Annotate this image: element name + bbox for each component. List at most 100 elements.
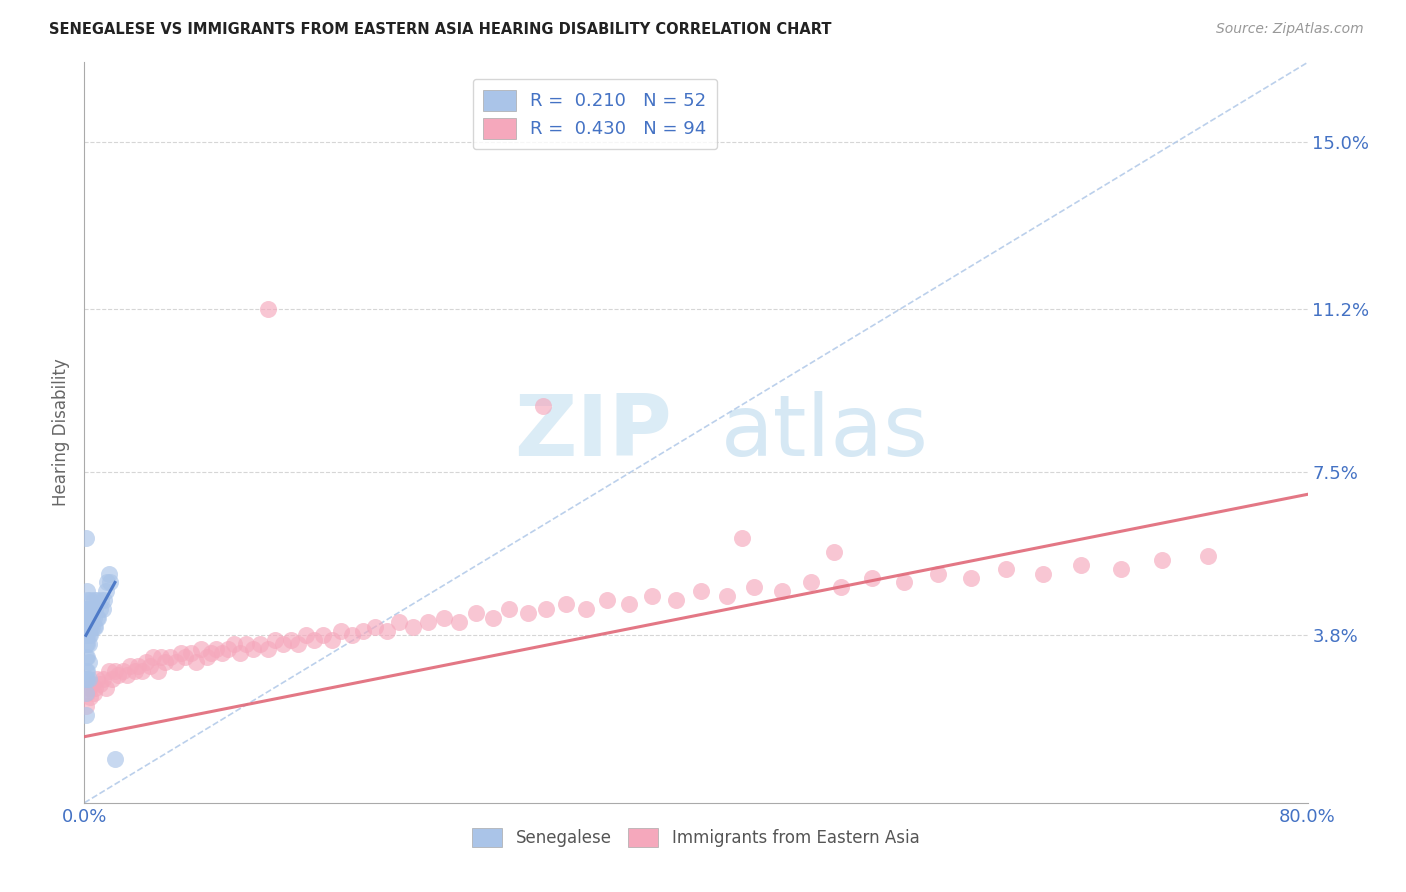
Point	[77, 628, 100, 642]
Point	[352, 624, 374, 638]
Point	[84, 619, 107, 633]
Point	[111, 664, 134, 678]
Point	[76, 637, 98, 651]
Point	[159, 650, 181, 665]
Point	[402, 619, 425, 633]
Point	[330, 624, 353, 638]
Point	[1070, 558, 1092, 572]
Point	[139, 659, 162, 673]
Text: ZIP: ZIP	[513, 391, 672, 475]
Point	[75, 650, 97, 665]
Point	[76, 685, 98, 699]
Point	[75, 532, 97, 546]
Point	[89, 602, 111, 616]
Point	[120, 659, 142, 673]
Point	[94, 681, 117, 696]
Point	[146, 664, 169, 678]
Point	[79, 593, 101, 607]
Point	[77, 637, 100, 651]
Point	[86, 593, 108, 607]
Point	[893, 575, 915, 590]
Point	[229, 646, 252, 660]
Point	[104, 752, 127, 766]
Point	[418, 615, 440, 629]
Point	[75, 619, 97, 633]
Point	[87, 610, 110, 624]
Point	[86, 610, 108, 624]
Point	[575, 602, 598, 616]
Point	[115, 668, 138, 682]
Point	[77, 681, 100, 696]
Point	[75, 602, 97, 616]
Point	[83, 610, 105, 624]
Point	[200, 646, 222, 660]
Point	[75, 685, 97, 699]
Point	[76, 610, 98, 624]
Point	[75, 610, 97, 624]
Point	[257, 641, 280, 656]
Point	[312, 628, 335, 642]
Point	[640, 589, 662, 603]
Point	[77, 602, 100, 616]
Point	[249, 637, 271, 651]
Point	[264, 632, 287, 647]
Point	[242, 641, 264, 656]
Point	[80, 619, 103, 633]
Point	[534, 602, 557, 616]
Text: SENEGALESE VS IMMIGRANTS FROM EASTERN ASIA HEARING DISABILITY CORRELATION CHART: SENEGALESE VS IMMIGRANTS FROM EASTERN AS…	[49, 22, 832, 37]
Point	[91, 673, 114, 687]
Point	[217, 641, 239, 656]
Point	[257, 302, 280, 317]
Point	[84, 602, 107, 616]
Point	[84, 681, 107, 696]
Point	[75, 664, 97, 678]
Point	[76, 602, 98, 616]
Point	[716, 589, 738, 603]
Point	[96, 575, 118, 590]
Point	[224, 637, 246, 651]
Point	[127, 659, 149, 673]
Point	[1109, 562, 1132, 576]
Point	[1032, 566, 1054, 581]
Point	[531, 399, 554, 413]
Point	[830, 580, 852, 594]
Point	[80, 677, 103, 691]
Point	[76, 628, 98, 642]
Point	[149, 650, 172, 665]
Point	[104, 664, 127, 678]
Point	[124, 664, 146, 678]
Point	[75, 637, 97, 651]
Point	[295, 628, 318, 642]
Point	[155, 655, 177, 669]
Point	[174, 650, 197, 665]
Point	[77, 619, 100, 633]
Point	[860, 571, 883, 585]
Point	[464, 607, 486, 621]
Point	[927, 566, 949, 581]
Point	[823, 544, 845, 558]
Point	[135, 655, 157, 669]
Point	[340, 628, 363, 642]
Point	[93, 593, 115, 607]
Point	[75, 628, 97, 642]
Point	[447, 615, 470, 629]
Point	[321, 632, 343, 647]
Point	[80, 602, 103, 616]
Point	[388, 615, 411, 629]
Point	[75, 698, 97, 713]
Point	[165, 655, 187, 669]
Point	[280, 632, 302, 647]
Point	[98, 575, 121, 590]
Point	[97, 664, 120, 678]
Text: atlas: atlas	[720, 391, 928, 475]
Point	[770, 584, 793, 599]
Point	[555, 598, 578, 612]
Point	[960, 571, 983, 585]
Point	[83, 685, 105, 699]
Point	[89, 677, 111, 691]
Point	[76, 673, 98, 687]
Point	[596, 593, 619, 607]
Point	[142, 650, 165, 665]
Point	[83, 593, 105, 607]
Point	[76, 619, 98, 633]
